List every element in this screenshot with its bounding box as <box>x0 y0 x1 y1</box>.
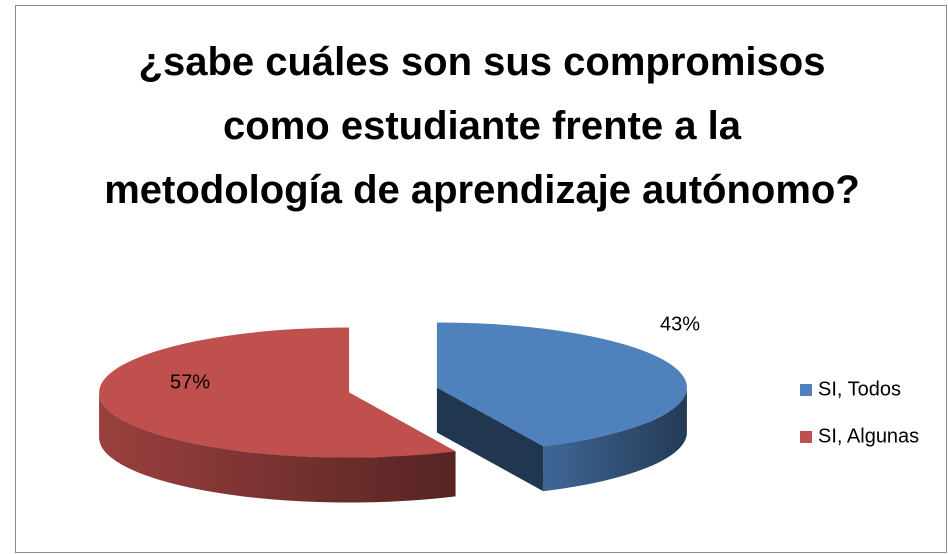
slice-top <box>436 322 687 447</box>
chart-border <box>15 5 947 553</box>
data-label: 43% <box>660 313 700 335</box>
chart-title: ¿sabe cuáles son sus compromisos como es… <box>104 40 860 212</box>
slice-side <box>99 392 456 503</box>
legend-swatch <box>800 384 812 396</box>
pie-slice <box>99 327 456 503</box>
pie-slice <box>436 322 687 492</box>
slice-side <box>543 387 687 492</box>
slice-top <box>99 327 456 458</box>
legend-swatch <box>800 431 812 443</box>
slice-cut-face <box>436 387 544 492</box>
legend-label: SI, Algunas <box>818 425 919 447</box>
legend-label: SI, Todos <box>818 378 901 400</box>
data-label: 57% <box>170 371 210 393</box>
